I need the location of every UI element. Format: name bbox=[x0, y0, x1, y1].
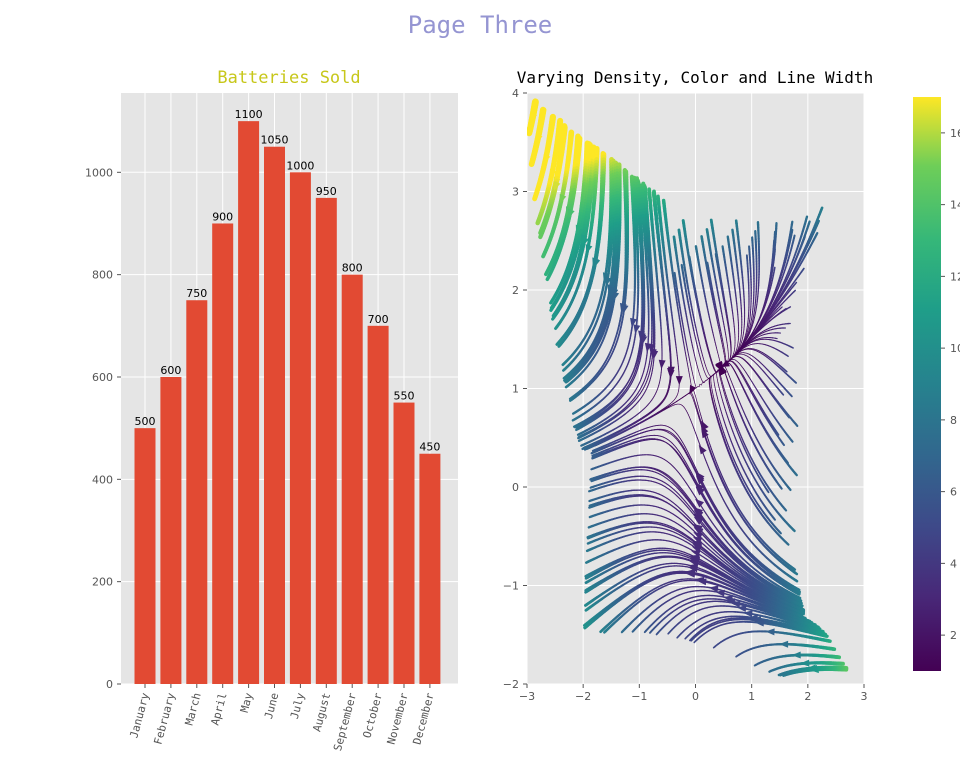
streamline-segment bbox=[599, 629, 604, 634]
bar-data-label: 700 bbox=[368, 313, 389, 326]
stream-chart: Varying Density, Color and Line Width −3… bbox=[503, 68, 873, 703]
bar-ytick-label: 0 bbox=[106, 678, 113, 691]
streamline-segment bbox=[587, 525, 592, 529]
bar-february bbox=[160, 376, 182, 684]
bar-xtick-label: December bbox=[411, 691, 437, 746]
bar-data-label: 1050 bbox=[261, 134, 289, 147]
streamline-segment bbox=[551, 312, 557, 318]
streamline-segment bbox=[585, 548, 590, 553]
bar-data-label: 600 bbox=[160, 364, 181, 377]
bar-xtick-label: April bbox=[208, 691, 229, 726]
streamline-segment bbox=[571, 418, 576, 422]
bar-data-label: 900 bbox=[212, 210, 233, 223]
streamline-segment bbox=[603, 629, 608, 634]
streamline-arrow bbox=[630, 317, 637, 328]
streamline-segment bbox=[585, 560, 590, 564]
streamline-segment bbox=[551, 315, 556, 321]
bar-xtick-label: March bbox=[183, 691, 204, 726]
bar-june bbox=[264, 146, 285, 684]
bar-xtick-label: October bbox=[360, 691, 385, 740]
bar-august bbox=[315, 197, 337, 684]
streamline-segment bbox=[541, 252, 547, 259]
bar-chart-title: Batteries Sold bbox=[217, 68, 360, 88]
bar-xtick-label: February bbox=[152, 691, 178, 746]
streamline-segment bbox=[561, 362, 566, 367]
bar-ytick-label: 800 bbox=[92, 269, 113, 282]
bar-data-label: 1100 bbox=[235, 108, 263, 121]
bar-x-axis: January February March April May June July Augu… bbox=[127, 684, 437, 752]
bar-xtick-label: August bbox=[310, 691, 333, 733]
bar-october bbox=[367, 325, 389, 684]
bar-march bbox=[186, 300, 208, 684]
streamline-segment bbox=[535, 218, 541, 226]
streamline-segment bbox=[562, 367, 567, 372]
streamline-segment bbox=[584, 588, 589, 592]
streamline bbox=[571, 174, 637, 415]
bar-ytick-label: 1000 bbox=[85, 166, 113, 179]
bar-chart: Batteries Sold 5006007509001100105010009… bbox=[85, 68, 458, 752]
bar-xtick-label: July bbox=[288, 691, 308, 720]
bar-december bbox=[419, 453, 441, 684]
bar-series bbox=[134, 121, 441, 684]
streamline-segment bbox=[557, 343, 562, 348]
stream-chart-title: Varying Density, Color and Line Width bbox=[517, 68, 873, 87]
streamline-segment bbox=[584, 574, 589, 578]
bar-data-label: 500 bbox=[135, 415, 156, 428]
bar-ytick-label: 600 bbox=[92, 371, 113, 384]
streamline-segment bbox=[528, 158, 536, 168]
streamline-segment bbox=[568, 396, 573, 401]
streamline-segment bbox=[554, 325, 559, 330]
bar-ytick-label: 200 bbox=[92, 576, 113, 589]
bar-xtick-label: September bbox=[331, 691, 359, 752]
bar-xtick-label: June bbox=[262, 691, 281, 720]
bar-data-label: 550 bbox=[394, 390, 415, 403]
bar-april bbox=[212, 223, 234, 684]
streamline-segment bbox=[532, 193, 538, 202]
streamline-segment bbox=[571, 411, 576, 415]
bar-data-label: 800 bbox=[342, 262, 363, 275]
bar-data-label: 750 bbox=[186, 287, 207, 300]
bar-july bbox=[289, 172, 311, 684]
page-title: Page Three bbox=[408, 11, 553, 39]
streamline-segment bbox=[527, 127, 533, 137]
stream-lines bbox=[527, 98, 849, 677]
bar-may bbox=[238, 121, 260, 684]
streamline-segment bbox=[620, 629, 625, 634]
bar-data-label: 950 bbox=[316, 185, 337, 198]
streamline-segment bbox=[544, 270, 549, 277]
bar-november bbox=[393, 402, 415, 684]
streamline-segment bbox=[588, 515, 593, 519]
streamline-segment bbox=[590, 467, 594, 471]
bar-data-label: 1000 bbox=[286, 159, 314, 172]
bar-xtick-label: May bbox=[238, 691, 256, 714]
streamline-segment bbox=[584, 602, 589, 607]
bar-xtick-label: November bbox=[385, 691, 411, 746]
streamline-segment bbox=[584, 589, 589, 594]
streamline-segment bbox=[589, 485, 594, 489]
bar-ytick-label: 400 bbox=[92, 473, 113, 486]
streamline-segment bbox=[549, 304, 555, 310]
streamline-segment bbox=[545, 275, 551, 282]
streamline-segment bbox=[643, 629, 648, 634]
streamline-segment bbox=[549, 299, 554, 305]
streamline-segment bbox=[588, 505, 592, 509]
bar-data-label: 450 bbox=[419, 441, 440, 454]
bar-y-axis: 0 200 400 600 800 1000 bbox=[85, 166, 121, 691]
bar-january bbox=[134, 428, 156, 684]
streamline-segment bbox=[538, 232, 544, 240]
bar-xtick-label: January bbox=[127, 691, 152, 740]
bar-september bbox=[341, 274, 363, 684]
streamline-segment bbox=[555, 341, 560, 346]
